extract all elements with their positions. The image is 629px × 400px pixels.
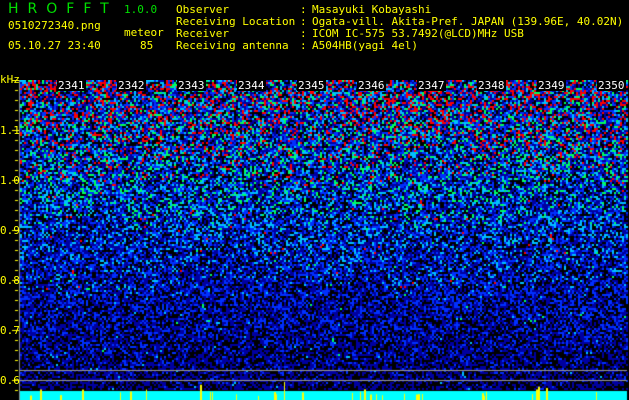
info-colon: : bbox=[300, 3, 307, 16]
y-axis-label: kHz bbox=[0, 73, 20, 86]
version: 1.0.0 bbox=[124, 3, 158, 16]
meteor-count: 85 bbox=[140, 39, 154, 52]
x-tick-label: 2343 bbox=[177, 79, 206, 92]
info-key: Receiving antenna bbox=[176, 39, 289, 52]
x-tick-label: 2344 bbox=[237, 79, 266, 92]
info-value: Ogata-vill. Akita-Pref. JAPAN (139.96E, … bbox=[312, 15, 624, 28]
info-value: ICOM IC-575 53.7492(@LCD)MHz USB bbox=[312, 27, 524, 40]
x-tick-label: 2347 bbox=[417, 79, 446, 92]
info-value: Masayuki Kobayashi bbox=[312, 3, 432, 16]
meteor-label: meteor bbox=[124, 26, 164, 39]
x-tick-label: 2350 bbox=[597, 79, 626, 92]
info-colon: : bbox=[300, 15, 307, 28]
info-value: A504HB(yagi 4el) bbox=[312, 39, 418, 52]
spectrogram bbox=[0, 80, 629, 400]
y-tick-label: 0.9 bbox=[0, 224, 20, 237]
x-tick-label: 2349 bbox=[537, 79, 566, 92]
info-key: Receiving Location bbox=[176, 15, 296, 28]
y-tick-label: 0.7 bbox=[0, 324, 20, 337]
y-tick-label: 1.1 bbox=[0, 124, 20, 137]
x-tick-label: 2342 bbox=[117, 79, 146, 92]
y-tick-label: 1.0 bbox=[0, 174, 20, 187]
y-tick-label: 0.6 bbox=[0, 374, 20, 387]
info-key: Receiver bbox=[176, 27, 229, 40]
app-title: HROFFT bbox=[8, 1, 118, 17]
info-key: Observer bbox=[176, 3, 229, 16]
datetime: 05.10.27 23:40 bbox=[8, 39, 101, 52]
x-tick-label: 2345 bbox=[297, 79, 326, 92]
x-tick-label: 2348 bbox=[477, 79, 506, 92]
x-tick-label: 2341 bbox=[57, 79, 86, 92]
info-colon: : bbox=[300, 27, 307, 40]
filename: 0510272340.png bbox=[8, 19, 101, 32]
x-tick-label: 2346 bbox=[357, 79, 386, 92]
y-tick-label: 0.8 bbox=[0, 274, 20, 287]
info-colon: : bbox=[300, 39, 307, 52]
